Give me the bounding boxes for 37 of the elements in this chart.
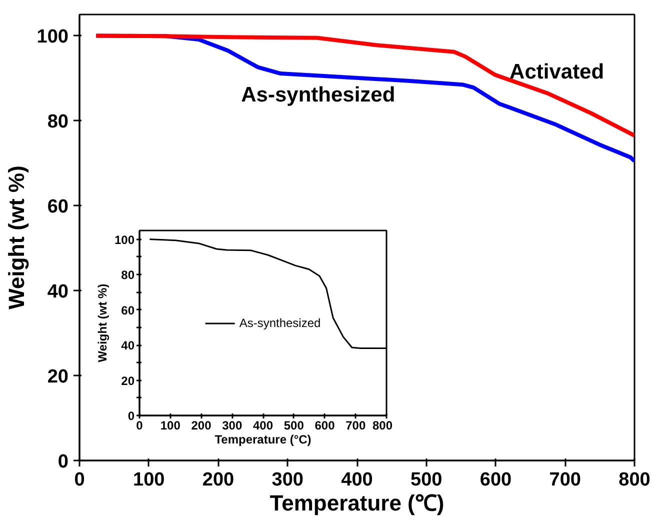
y-tick-label: 80	[47, 112, 69, 133]
x-tick-label: 500	[410, 470, 442, 490]
x-tick-label: 700	[549, 470, 581, 490]
y-tick-label: 60	[47, 196, 69, 218]
y-tick-label: 0	[58, 452, 69, 472]
x-tick-label: 200	[202, 470, 234, 490]
x-tick-label: 600	[480, 470, 512, 490]
x-tick-label: 300	[222, 418, 242, 432]
x-tick-label: 400	[252, 418, 274, 432]
legend-label: As-synthesized	[239, 316, 321, 330]
x-tick-label: 300	[272, 470, 304, 490]
x-tick-label: 100	[160, 418, 181, 432]
y-tick-label: 40	[47, 282, 69, 303]
x-tick-label: 0	[136, 418, 144, 432]
y-tick-label: 80	[121, 268, 135, 282]
x-tick-label: 200	[191, 418, 212, 432]
x-tick-label: 0	[74, 470, 85, 490]
y-tick-label: 20	[121, 374, 135, 388]
x-tick-label: 400	[341, 470, 373, 490]
x-tick-label: 700	[346, 418, 366, 432]
line-series	[94, 34, 634, 138]
y-tick-label: 100	[114, 232, 135, 247]
y-tick-label: 60	[121, 303, 135, 318]
y-axis-title: Weight (wt %)	[95, 284, 110, 362]
x-axis-title: Temperature (℃)	[270, 490, 444, 516]
y-tick-label: 40	[121, 338, 135, 353]
series-label: As-synthesized	[241, 83, 396, 106]
x-tick-label: 800	[372, 418, 393, 432]
x-axis-title: Temperature (°C)	[214, 432, 312, 446]
y-tick-label: 0	[128, 409, 135, 423]
x-tick-label: 800	[618, 470, 650, 490]
y-tick-label: 100	[36, 26, 68, 48]
y-axis-title: Weight (wt %)	[4, 166, 29, 310]
x-tick-label: 600	[314, 418, 336, 432]
y-tick-label: 20	[47, 366, 69, 388]
x-tick-label: 500	[284, 418, 304, 432]
series-label: Activated	[510, 60, 604, 84]
